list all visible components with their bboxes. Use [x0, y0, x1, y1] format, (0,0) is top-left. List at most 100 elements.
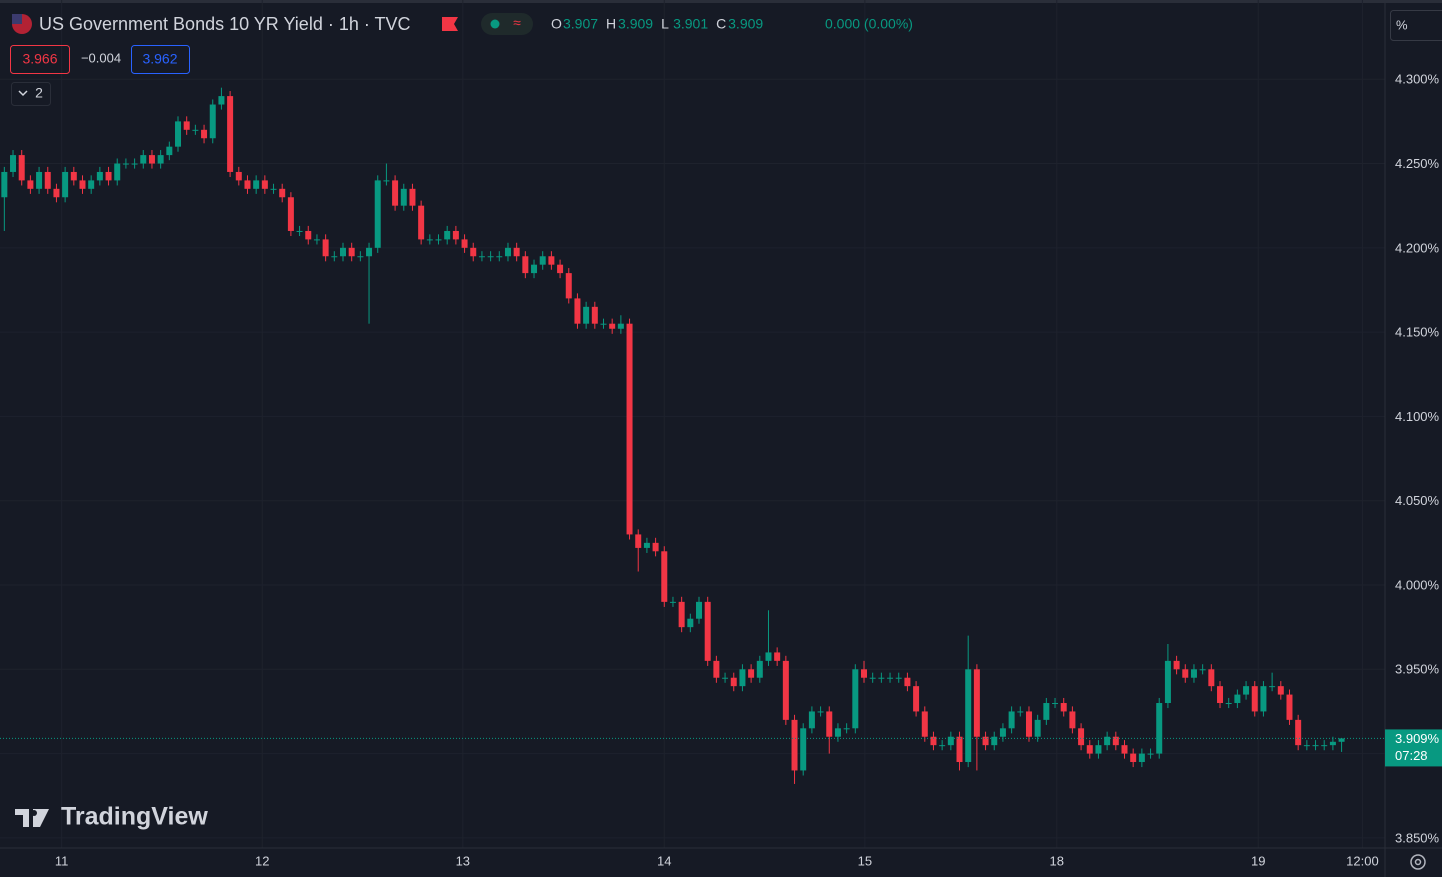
candle-body — [1234, 694, 1241, 704]
candle-body — [999, 728, 1006, 737]
sell-box[interactable] — [10, 45, 70, 74]
y-tick-label: 4.200% — [1395, 240, 1440, 255]
candle-body — [435, 239, 442, 241]
candle-body — [157, 155, 164, 164]
candle-body — [600, 323, 607, 325]
candle-body — [669, 601, 676, 603]
candle-body — [1138, 753, 1145, 763]
ohlc-value: 3.909 — [728, 16, 763, 32]
candle-body — [947, 736, 954, 746]
candle-body — [400, 188, 407, 206]
candle-body — [774, 652, 781, 661]
candle-body — [296, 230, 303, 232]
candle-body — [609, 323, 616, 329]
candle-body — [148, 155, 155, 164]
candle-body — [339, 247, 346, 257]
candle-body — [1338, 738, 1345, 742]
candle-body — [504, 247, 511, 257]
buy-price[interactable]: 3.962 — [142, 51, 177, 67]
candle-body — [461, 239, 468, 248]
candle-body — [1069, 711, 1076, 729]
candle-body — [1008, 711, 1015, 729]
unit-box[interactable] — [1390, 10, 1442, 41]
candle-body — [105, 171, 112, 181]
y-tick-label: 4.300% — [1395, 72, 1440, 87]
candle-body — [10, 155, 17, 172]
candle-body — [921, 711, 928, 737]
candle-body — [279, 188, 286, 198]
candle-body — [574, 298, 581, 324]
logo-dot — [31, 810, 37, 816]
ohlc-label: H — [606, 16, 616, 32]
candle-body — [1147, 753, 1154, 755]
candle-body — [939, 745, 946, 747]
candle-body — [696, 601, 703, 619]
candle-body — [313, 239, 320, 241]
candle-body — [522, 256, 529, 274]
last-price-box — [1385, 729, 1442, 767]
candle-body — [704, 601, 711, 661]
candle-body — [765, 652, 772, 661]
candle-body — [965, 669, 972, 763]
unit[interactable]: % — [1396, 17, 1408, 32]
market-status — [490, 19, 500, 29]
y-tick-label: 4.100% — [1395, 409, 1440, 424]
candle-body — [557, 264, 564, 274]
candle-body — [261, 180, 268, 189]
candle-body — [1052, 703, 1059, 705]
ohlc-label: C — [716, 16, 726, 32]
candle-body — [122, 163, 129, 165]
data-status: ≈ — [513, 15, 521, 31]
logo-mark — [15, 809, 49, 827]
candle-body — [565, 273, 572, 299]
candle-body — [1060, 703, 1067, 712]
candle-body — [366, 247, 373, 257]
candle-body — [878, 677, 885, 679]
indicator-count[interactable]: 2 — [35, 85, 43, 101]
y-tick-label: 3.850% — [1395, 830, 1440, 845]
buy-box[interactable] — [131, 45, 190, 74]
candle-body — [209, 104, 216, 139]
candle-body — [834, 728, 841, 737]
candle-body — [1017, 711, 1024, 713]
y-tick-label: 3.950% — [1395, 662, 1440, 677]
candle-body — [452, 230, 459, 240]
candle-body — [548, 256, 555, 265]
status-pill[interactable] — [481, 13, 533, 35]
x-tick-label: 14 — [657, 853, 671, 868]
candle-body — [235, 171, 242, 181]
x-tick-label: 15 — [858, 853, 872, 868]
candle-body — [1164, 660, 1171, 704]
candle-body — [383, 180, 390, 182]
candle-body — [96, 171, 103, 181]
indicator-toggle[interactable] — [11, 82, 51, 106]
sell-price[interactable]: 3.966 — [22, 51, 57, 67]
settings-icon[interactable] — [1410, 854, 1426, 870]
candle-body — [374, 180, 381, 248]
candle-body — [1217, 686, 1224, 704]
y-tick-label: 4.150% — [1395, 325, 1440, 340]
candle-body — [661, 551, 668, 602]
candle-body — [357, 256, 364, 258]
flag-marker — [442, 17, 458, 31]
candle-body — [287, 197, 294, 231]
candle-body — [1156, 703, 1163, 754]
candle-body — [1190, 669, 1197, 678]
candle-body — [617, 323, 624, 329]
candle-body — [44, 171, 51, 189]
candle-body — [860, 669, 867, 678]
candle-body — [722, 677, 729, 679]
candle-body — [895, 677, 902, 679]
candle-body — [817, 711, 824, 713]
candle-body — [531, 264, 538, 274]
candle-body — [1121, 745, 1128, 754]
y-tick-label: 4.050% — [1395, 493, 1440, 508]
candle-body — [470, 247, 477, 257]
candle-body — [114, 163, 121, 181]
candle-body — [322, 239, 329, 257]
candle-body — [348, 247, 355, 257]
spread: −0.004 — [81, 50, 121, 65]
candle-body — [800, 728, 807, 771]
